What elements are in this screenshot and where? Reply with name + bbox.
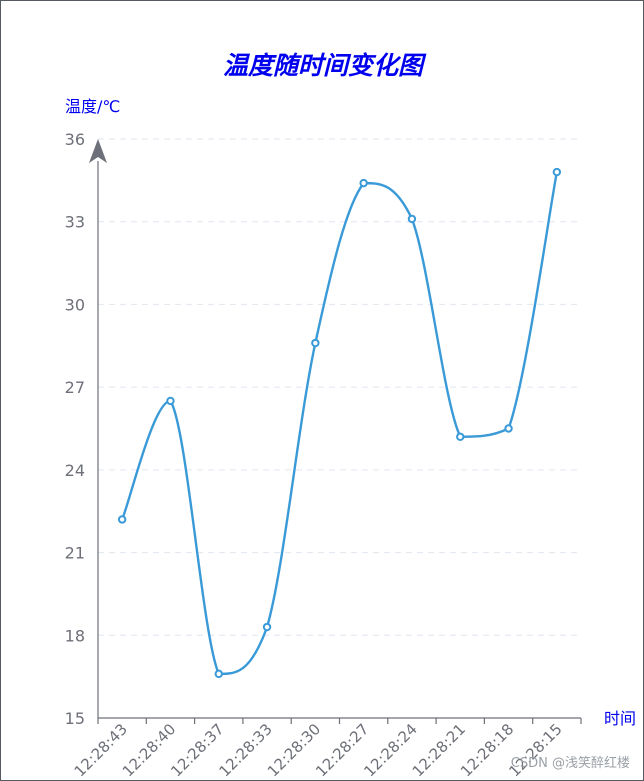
chart-title: 温度随时间变化图 — [223, 51, 427, 80]
data-point — [214, 669, 223, 679]
data-point — [166, 396, 175, 406]
data-point — [359, 178, 368, 188]
series-line — [121, 171, 559, 676]
data-point — [311, 338, 320, 348]
y-tick-label: 15 — [65, 709, 85, 728]
y-tick-label: 18 — [65, 626, 85, 645]
data-point — [504, 424, 513, 433]
y-axis-arrow — [89, 139, 107, 163]
x-axis-label: 时间 — [604, 709, 636, 728]
y-axis-label: 温度/℃ — [65, 97, 120, 116]
data-point — [456, 432, 465, 441]
data-point — [407, 214, 417, 224]
series-temperature — [117, 167, 562, 679]
data-point — [552, 167, 562, 177]
y-tick-label: 21 — [65, 544, 85, 563]
data-point — [117, 515, 127, 524]
y-tick-label: 36 — [65, 130, 85, 149]
data-point — [262, 622, 272, 632]
y-tick-label: 27 — [65, 378, 85, 397]
watermark: CSDN @浅笑醉红楼 — [511, 755, 630, 771]
y-tick-label: 30 — [65, 295, 85, 314]
x-tick-label: 12:28:15 — [505, 720, 565, 780]
y-tick-label: 24 — [65, 461, 85, 480]
y-tick-label: 33 — [65, 213, 85, 232]
grid-lines — [98, 138, 581, 636]
